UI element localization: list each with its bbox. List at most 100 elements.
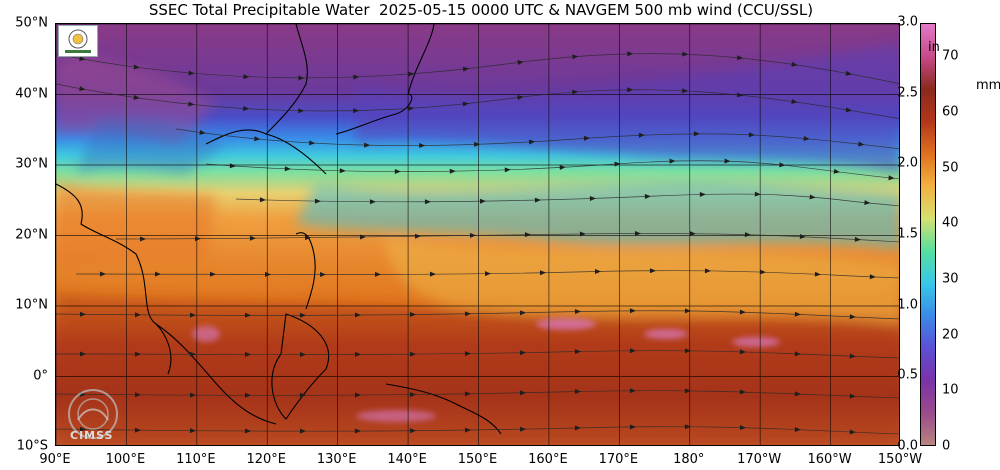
wind-arrow	[134, 392, 141, 398]
wind-arrow	[469, 232, 476, 238]
wind-arrow	[583, 135, 590, 141]
longitude-tick-label: 160°E	[528, 452, 568, 467]
longitude-tick-label: 110°E	[176, 452, 216, 467]
wind-arrow	[699, 191, 706, 197]
wind-arrow	[693, 131, 700, 137]
colorbar-inch-label: 2.0	[897, 155, 918, 171]
wind-arrow	[649, 268, 656, 274]
wind-arrow	[629, 388, 636, 394]
wind-arrow	[244, 351, 251, 357]
wind-arrow	[314, 198, 321, 204]
wind-arrow	[739, 309, 746, 315]
wind-arrow	[724, 158, 731, 164]
wind-arrow	[736, 92, 744, 98]
wind-arrow	[462, 101, 469, 107]
wind-arrow	[194, 236, 201, 242]
wind-arrow	[304, 235, 311, 241]
wind-arrow	[354, 351, 361, 357]
wind-arrow	[572, 54, 579, 60]
longitude-tick-label: 170°E	[598, 452, 639, 467]
wind-arrow	[464, 427, 471, 433]
wind-arrow	[684, 308, 691, 314]
cimss-logo-text: CIMSS	[70, 429, 114, 442]
wind-arrow	[189, 428, 196, 434]
colorbar-unit-inches: in	[928, 40, 940, 55]
longitude-tick-label: 120°E	[246, 452, 287, 467]
wind-arrow	[794, 311, 801, 317]
colorbar-mm-label: 10	[942, 382, 959, 398]
latitude-tick-label: 0°	[33, 368, 48, 383]
wind-arrow	[244, 428, 251, 434]
longitude-tick-label: 140°E	[387, 452, 427, 467]
wind-arrow	[154, 271, 161, 277]
wind-arrow	[429, 271, 436, 277]
wind-arrow	[528, 139, 536, 145]
wind-arrow	[79, 311, 86, 317]
wind-arrow	[189, 351, 196, 357]
wind-arrow	[244, 312, 251, 318]
wind-arrow	[298, 75, 305, 81]
wind-arrow	[249, 235, 256, 241]
wind-arrow	[369, 199, 376, 205]
wind-arrow	[524, 232, 531, 238]
wind-arrow	[704, 268, 711, 274]
wind-arrow	[849, 393, 856, 399]
wind-arrow	[254, 136, 261, 142]
longitude-tick-label: 100°E	[105, 452, 146, 467]
wind-arrow	[858, 141, 865, 147]
wind-arrow	[888, 175, 895, 181]
latitude-tick-label: 10°N	[15, 297, 48, 313]
longitude-tick-label: 170°W	[737, 452, 782, 467]
wind-arrow	[374, 271, 381, 277]
colorbar-mm-label: 20	[942, 327, 959, 343]
wind-arrow	[849, 353, 856, 359]
wind-arrow	[669, 158, 676, 164]
wind-arrow	[188, 70, 195, 76]
wind-arrow	[134, 351, 141, 357]
wind-arrow	[299, 312, 306, 318]
map-canvas	[56, 24, 899, 445]
wind-arrow	[739, 425, 746, 431]
wind-arrow	[309, 140, 316, 146]
colorbar-mm-label: 60	[942, 104, 959, 120]
ssec-logo-graphic	[65, 29, 91, 53]
wind-arrow	[299, 352, 306, 358]
wind-arrow	[744, 232, 751, 238]
wind-arrow	[359, 234, 366, 240]
tpw-map[interactable]	[55, 23, 900, 446]
wind-arrow	[133, 94, 140, 100]
wind-arrow	[849, 429, 856, 435]
wind-arrow	[794, 427, 801, 432]
wind-arrow	[574, 389, 581, 395]
wind-arrow	[139, 236, 146, 242]
wind-arrow	[414, 233, 421, 239]
wind-arrow	[539, 270, 546, 276]
colorbar	[920, 23, 936, 446]
wind-arrow	[259, 197, 266, 203]
map-title: SSEC Total Precipitable Water 2025-05-15…	[148, 1, 814, 19]
wind-arrow	[849, 314, 856, 320]
wind-arrow	[424, 199, 431, 205]
wind-arrow	[791, 61, 798, 67]
wind-arrow	[629, 348, 636, 354]
wind-arrow	[419, 143, 426, 149]
wind-arrow	[79, 56, 86, 61]
wind-arrow	[299, 428, 306, 434]
wind-arrow	[209, 271, 216, 277]
wind-arrow	[99, 271, 106, 277]
cimss-logo-graphic	[68, 389, 118, 439]
wind-arrow	[803, 135, 810, 141]
wind-arrow	[299, 392, 306, 398]
wind-arrow	[574, 425, 581, 431]
wind-arrow	[298, 108, 305, 114]
wind-arrow	[264, 271, 271, 277]
wind-arrow	[814, 271, 821, 277]
wind-arrow	[484, 271, 491, 277]
wind-arrow	[589, 196, 596, 202]
wind-arrow	[794, 391, 801, 397]
colorbar-mm-label: 50	[942, 160, 959, 176]
wind-arrow	[462, 66, 470, 72]
wind-arrow	[407, 106, 415, 112]
wind-arrow	[189, 392, 196, 398]
wind-arrow	[474, 141, 481, 147]
